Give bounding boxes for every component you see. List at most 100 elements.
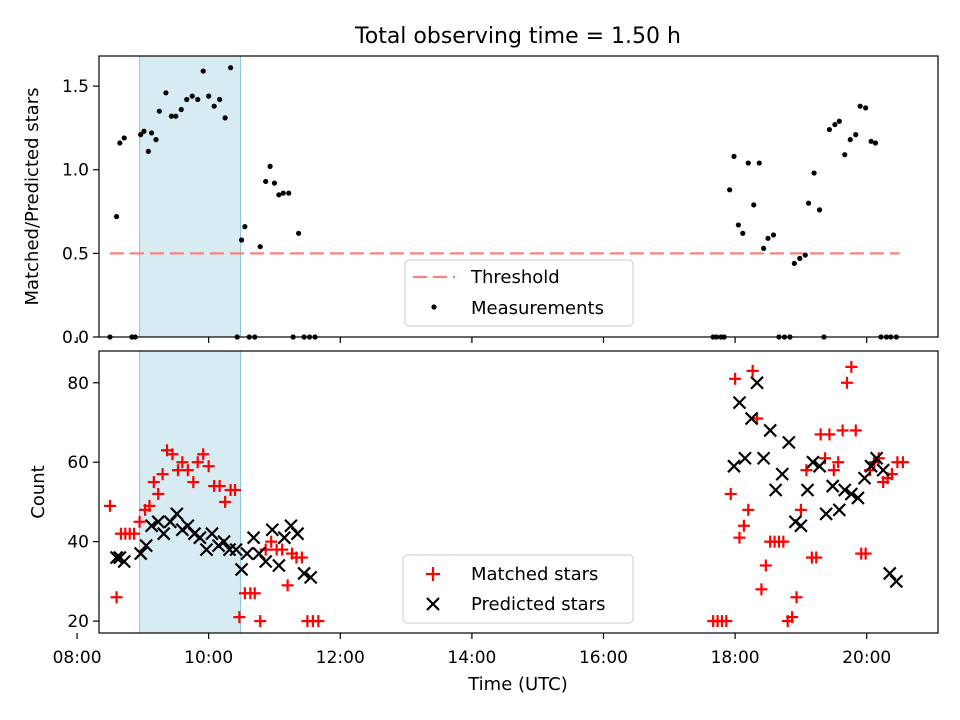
measurement-point: [791, 260, 797, 267]
measurement-point: [727, 187, 733, 193]
bottom-axes-frame: [98, 350, 939, 634]
predicted-star-point: [876, 463, 890, 477]
measurement-point: [770, 232, 777, 238]
measurement-point: [276, 192, 282, 198]
predicted-star-point: [217, 534, 231, 549]
predicted-star-point: [889, 574, 904, 589]
bottom-legend: Matched stars Predicted stars: [402, 554, 634, 624]
y-tick-label: 60: [67, 453, 89, 473]
legend-measurements-label: Measurements: [471, 298, 604, 319]
matched-star-point: [720, 615, 733, 628]
bottom-panel: 20 40 60 80 08:00 10:00 12:00 14:00 16:00 18:00 2…: [28, 350, 939, 695]
matched-star-point: [176, 456, 189, 469]
measurement-point: [740, 230, 746, 236]
matched-star-point: [836, 424, 849, 437]
predicted-star-point: [303, 570, 318, 585]
matched-star-point: [110, 591, 123, 604]
measurement-point: [802, 252, 808, 258]
predicted-star-point: [151, 515, 166, 529]
matched-star-point: [147, 476, 160, 489]
measurement-point: [217, 96, 223, 103]
measurement-point: [863, 105, 869, 111]
measurement-point: [857, 103, 863, 109]
predicted-star-point: [234, 562, 249, 577]
matched-star-point: [810, 551, 823, 564]
matched-star-point: [849, 424, 862, 437]
matched-star-point: [152, 487, 165, 500]
matched-star-point: [312, 615, 325, 628]
bottom-x-axis-ticks: 08:00 10:00 12:00 14:00 16:00 18:00 20:00: [53, 633, 891, 668]
matched-star-point: [181, 464, 194, 477]
matched-star-point: [228, 484, 241, 497]
measurement-point: [847, 137, 853, 143]
predicted-star-point: [199, 542, 214, 557]
chart-title: Total observing time = 1.50 h: [354, 24, 681, 49]
predicted-star-point: [205, 526, 219, 541]
predicted-star-point: [869, 451, 884, 466]
matched-star-point: [276, 543, 289, 556]
predicted-star-point: [812, 459, 827, 473]
matched-star-point: [823, 428, 836, 441]
measurement-point: [149, 130, 155, 136]
measurement-point: [113, 213, 120, 220]
predicted-star-point: [277, 530, 292, 545]
matched-star-point: [859, 547, 872, 560]
predicted-star-point: [857, 471, 872, 485]
matched-star-point: [746, 364, 759, 377]
y-tick-label: 20: [67, 612, 89, 632]
matched-star-point: [202, 460, 215, 473]
matched-star-point: [729, 372, 742, 385]
measurement-point: [286, 190, 292, 196]
measurement-point: [163, 90, 169, 96]
measurement-point: [826, 126, 833, 133]
matched-star-point: [213, 480, 226, 493]
predicted-star-point: [837, 483, 852, 497]
legend-measurements-swatch: [431, 304, 437, 310]
measurement-point: [868, 138, 874, 144]
measurement-point: [242, 224, 248, 230]
matched-star-point: [737, 519, 750, 532]
measurement-point: [271, 180, 278, 186]
measurement-point: [735, 222, 741, 228]
y-tick-label: 40: [67, 533, 89, 553]
measurement-point: [263, 178, 269, 185]
measurement-point: [117, 140, 123, 146]
x-axis-label: Time (UTC): [467, 674, 568, 695]
predicted-star-point: [750, 375, 764, 390]
matched-star-point: [254, 615, 267, 628]
matched-star-point: [197, 448, 210, 461]
predicted-star-point: [246, 530, 261, 545]
matched-star-point: [166, 448, 179, 461]
x-tick-label: 18:00: [711, 648, 760, 668]
measurement-point: [189, 93, 195, 99]
matched-star-point: [733, 531, 746, 544]
matched-star-point: [794, 503, 807, 516]
predicted-star-point: [832, 503, 847, 517]
x-tick-label: 10:00: [184, 648, 233, 668]
measurement-point: [872, 140, 879, 146]
matched-star-point: [295, 551, 308, 564]
matched-star-point: [845, 360, 858, 373]
legend-predicted-swatch: [426, 597, 440, 611]
matched-star-point: [233, 611, 246, 624]
matched-star-point: [755, 583, 768, 596]
measurement-point: [731, 153, 737, 159]
measurement-point: [173, 113, 179, 119]
matched-star-point: [187, 476, 200, 489]
measurement-point: [805, 200, 812, 206]
measurement-point: [836, 118, 842, 124]
measurement-point: [141, 128, 147, 134]
matched-star-point: [800, 464, 813, 477]
predicted-star-point: [756, 451, 771, 466]
matched-star-point: [143, 499, 156, 512]
matched-star-point: [840, 376, 853, 389]
y-tick-label: 1.5: [62, 77, 89, 97]
predicted-star-point: [109, 550, 124, 565]
predicted-star-point: [229, 542, 243, 557]
matched-star-point: [790, 591, 803, 604]
measurement-point: [156, 108, 162, 114]
measurement-point: [168, 113, 174, 119]
predicted-star-point: [193, 530, 207, 545]
matched-star-point: [827, 464, 840, 477]
bottom-shaded-span: [139, 350, 241, 634]
